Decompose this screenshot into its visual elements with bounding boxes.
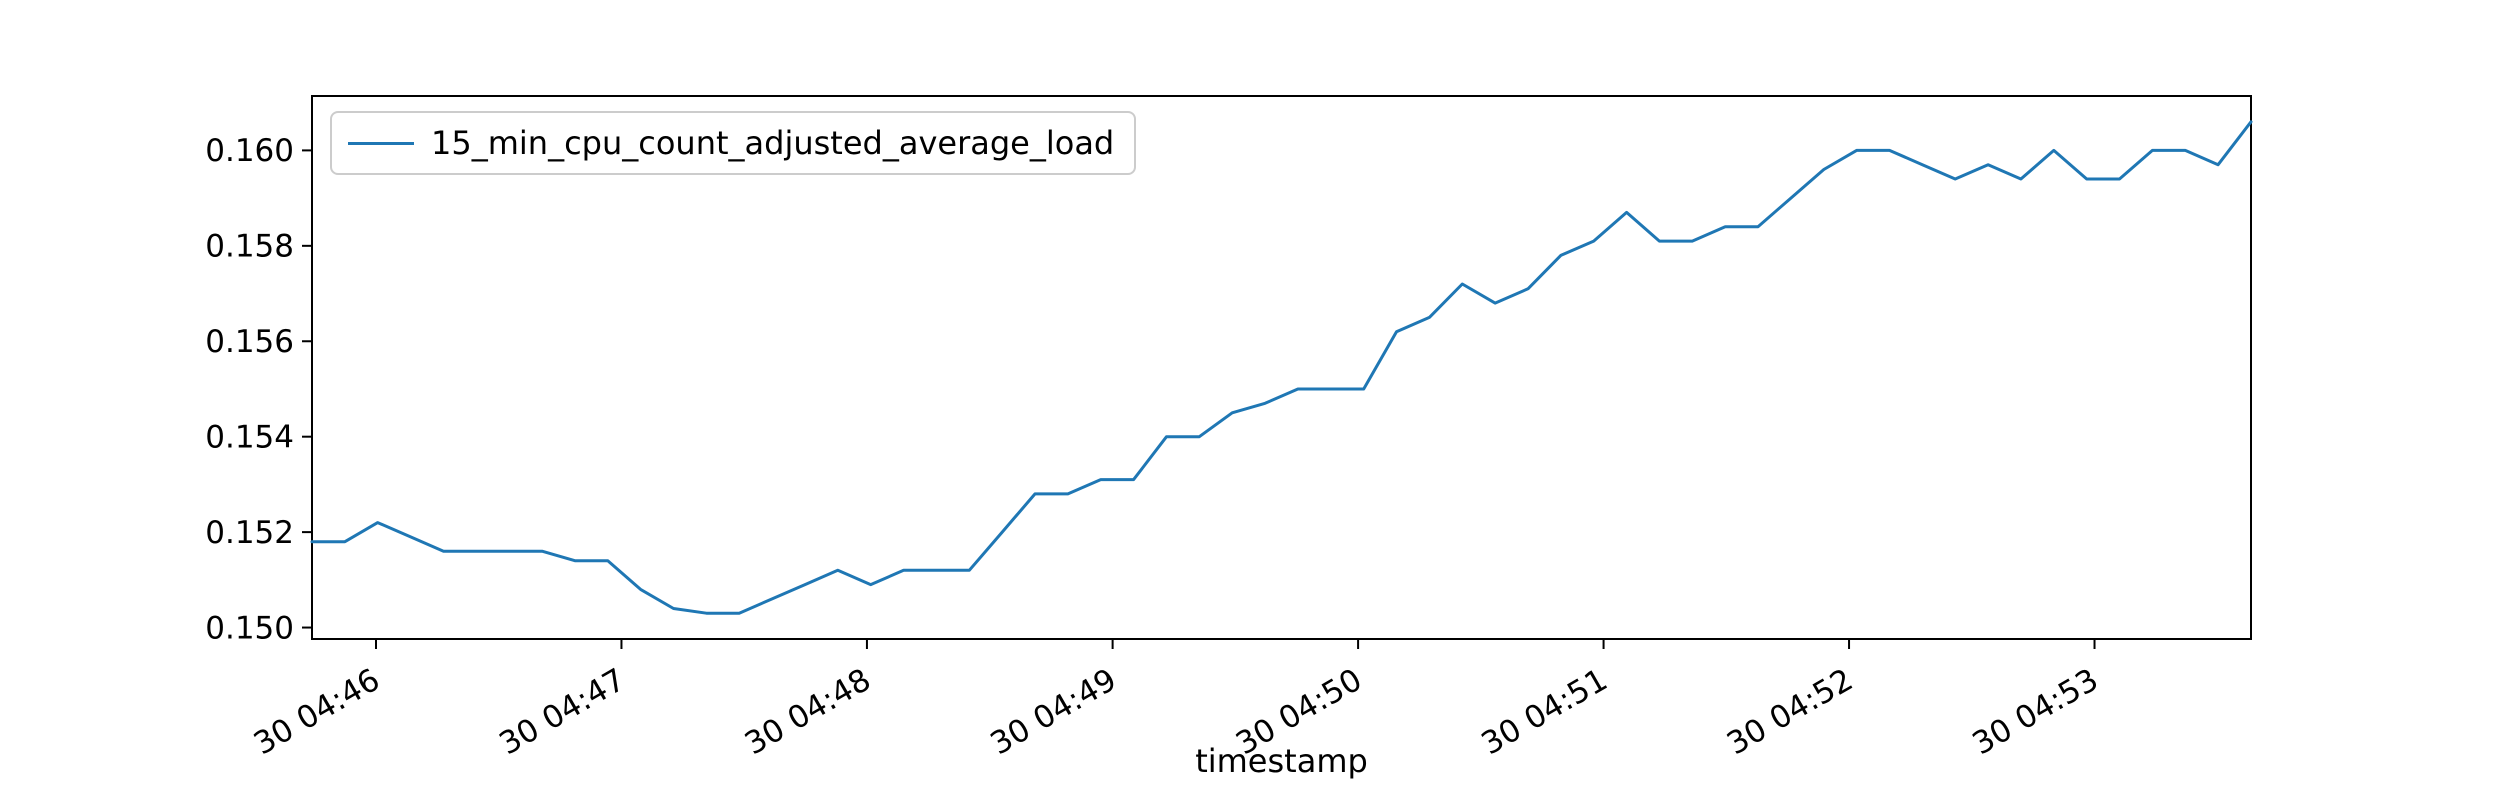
y-tick-label: 0.150 bbox=[205, 610, 294, 646]
legend-line-sample bbox=[348, 141, 414, 145]
legend: 15_min_cpu_count_adjusted_average_load bbox=[330, 111, 1137, 175]
plot-border bbox=[311, 95, 2252, 640]
y-tick-label: 0.154 bbox=[205, 420, 294, 456]
y-tick-label: 0.156 bbox=[205, 324, 294, 360]
y-tick-label: 0.152 bbox=[205, 515, 294, 551]
y-tick-label: 0.158 bbox=[205, 229, 294, 265]
legend-label: 15_min_cpu_count_adjusted_average_load bbox=[431, 124, 1115, 162]
y-tick-label: 0.160 bbox=[205, 133, 294, 169]
series-line bbox=[310, 120, 2253, 615]
x-axis-title: timestamp bbox=[1195, 742, 1368, 780]
